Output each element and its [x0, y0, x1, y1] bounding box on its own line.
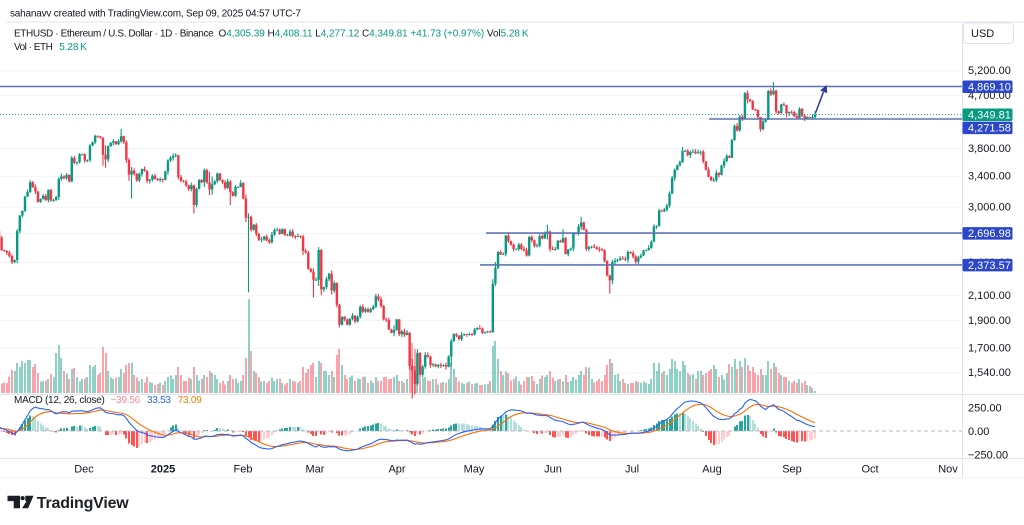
svg-text:250.00: 250.00 — [968, 402, 1002, 414]
svg-text:1,540.00: 1,540.00 — [968, 367, 1011, 379]
svg-text:4,349.81: 4,349.81 — [968, 110, 1011, 122]
svg-text:O4,305.39 H4,408.11 L4,277.12: O4,305.39 H4,408.11 L4,277.12 C4,349.81 … — [219, 29, 529, 40]
svg-text:sahanavv created with TradingV: sahanavv created with TradingView.com, S… — [10, 9, 301, 20]
svg-text:2,696.98: 2,696.98 — [968, 228, 1011, 240]
svg-text:4,869.10: 4,869.10 — [968, 82, 1011, 94]
svg-text:−250.00: −250.00 — [968, 449, 1008, 461]
svg-text:Apr: Apr — [388, 464, 405, 476]
svg-text:2,373.57: 2,373.57 — [968, 260, 1011, 272]
svg-text:Nov: Nov — [938, 464, 958, 476]
svg-text:Jul: Jul — [625, 464, 639, 476]
svg-text:TradingView: TradingView — [37, 495, 130, 512]
svg-text:Aug: Aug — [702, 464, 722, 476]
svg-text:Dec: Dec — [74, 464, 94, 476]
svg-text:May: May — [464, 464, 485, 476]
svg-text:4,271.58: 4,271.58 — [968, 123, 1011, 135]
svg-text:USD: USD — [971, 28, 994, 40]
svg-text:3,800.00: 3,800.00 — [968, 143, 1011, 155]
svg-text:Jun: Jun — [544, 464, 562, 476]
svg-text:1,700.00: 1,700.00 — [968, 343, 1011, 355]
svg-text:Sep: Sep — [782, 464, 802, 476]
svg-text:3,400.00: 3,400.00 — [968, 171, 1011, 183]
svg-text:4,700.00: 4,700.00 — [968, 90, 1011, 102]
svg-text:0.00: 0.00 — [968, 426, 989, 438]
svg-text:Feb: Feb — [234, 464, 253, 476]
svg-text:Oct: Oct — [861, 464, 878, 476]
svg-text:1,900.00: 1,900.00 — [968, 315, 1011, 327]
svg-text:2,100.00: 2,100.00 — [968, 290, 1011, 302]
svg-text:ETHUSD · Ethereum / U.S. Dolla: ETHUSD · Ethereum / U.S. Dollar · 1D · B… — [14, 29, 214, 40]
svg-text:5,200.00: 5,200.00 — [968, 65, 1011, 77]
svg-text:Mar: Mar — [306, 464, 325, 476]
svg-text:3,000.00: 3,000.00 — [968, 202, 1011, 214]
svg-text:2025: 2025 — [151, 464, 175, 476]
